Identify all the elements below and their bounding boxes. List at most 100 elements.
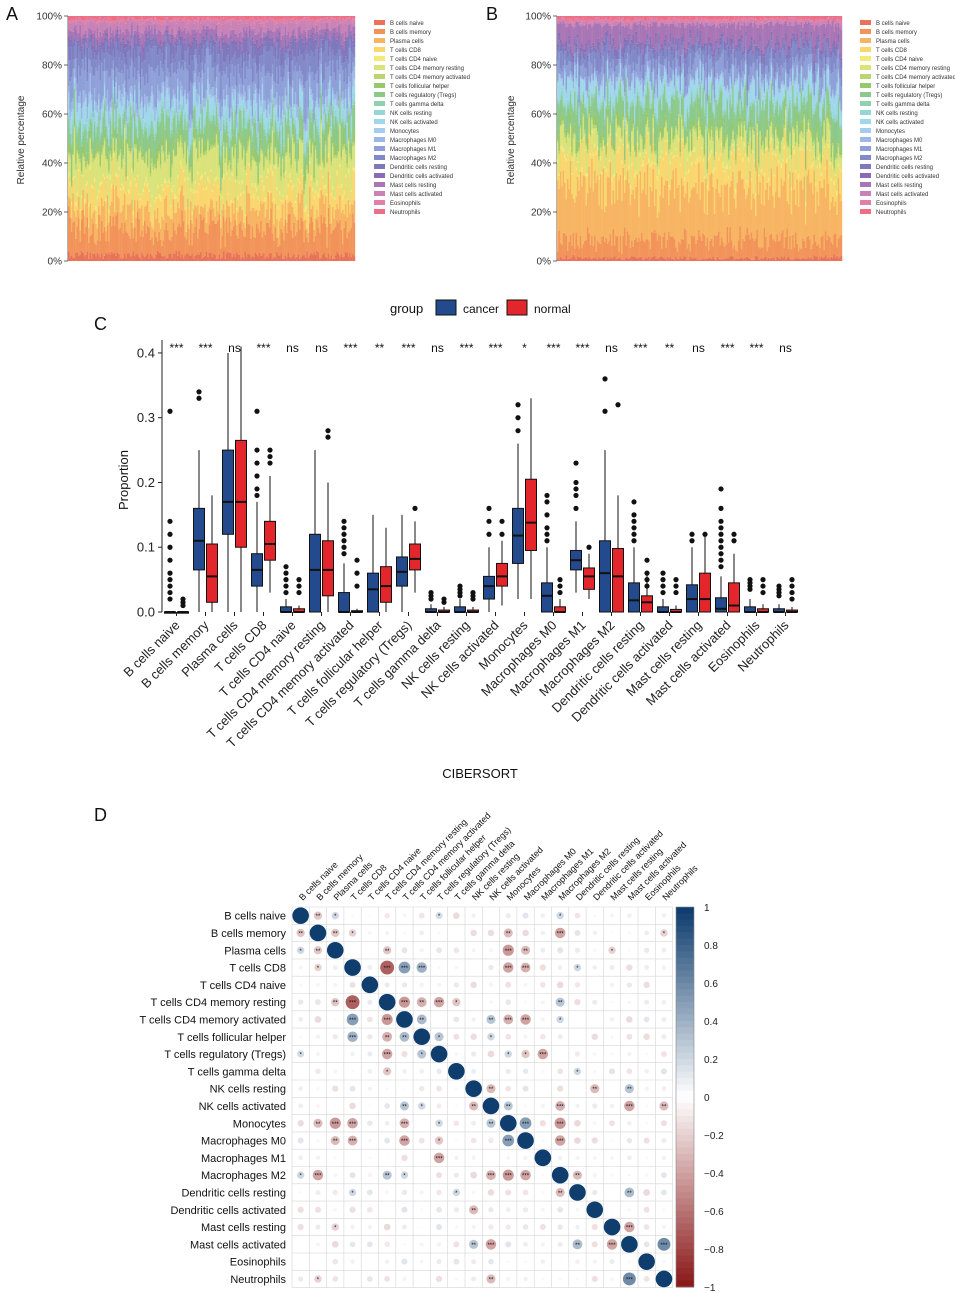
panel-a-segment [347, 34, 350, 36]
panel-a-segment [210, 34, 212, 44]
panel-a-segment [255, 43, 258, 66]
panel-a-segment [309, 161, 311, 164]
panel-a-segment [257, 121, 260, 133]
panel-a-segment [182, 158, 185, 171]
panel-a-segment [131, 151, 133, 169]
panel-b-segment [571, 245, 573, 257]
panel-a-segment [353, 104, 356, 130]
panel-a-segment [144, 108, 146, 122]
panel-a-segment [108, 39, 110, 46]
panel-a-segment [231, 146, 234, 148]
panel-a-segment [327, 112, 330, 124]
panel-a-segment [225, 17, 228, 22]
panel-a-segment [297, 119, 300, 124]
panel-a-segment [122, 117, 125, 143]
panel-b-segment [574, 132, 576, 135]
panel-a-segment [181, 138, 183, 144]
panel-a-segment [250, 128, 252, 131]
panel-a-segment [297, 254, 300, 261]
panel-a-segment [311, 26, 314, 34]
panel-a-segment [212, 114, 215, 117]
panel-a-segment [234, 51, 237, 66]
panel-a-segment [342, 121, 344, 131]
panel-b-segment [586, 192, 589, 228]
panel-a-segment [319, 152, 321, 164]
panel-a-segment [336, 220, 338, 253]
panel-a-segment [125, 258, 128, 261]
panel-a-segment [248, 33, 251, 38]
panel-a-segment [333, 93, 336, 100]
panel-a-segment [95, 128, 97, 133]
panel-a-segment [99, 130, 102, 137]
panel-a-segment [146, 187, 149, 201]
panel-a-segment [333, 157, 336, 197]
panel-a-segment [177, 16, 179, 19]
panel-a-segment [73, 37, 76, 40]
panel-a-segment [278, 126, 281, 131]
panel-a-segment [177, 133, 179, 139]
panel-a-segment [268, 160, 271, 164]
panel-a-segment [80, 198, 83, 211]
panel-a-segment [343, 108, 346, 111]
panel-a-segment [182, 42, 185, 44]
panel-a-segment [240, 143, 242, 146]
panel-a-segment [191, 122, 194, 125]
panel-a-segment [264, 22, 267, 34]
panel-a-segment [268, 195, 271, 220]
panel-a-segment [126, 204, 129, 233]
panel-a-segment [162, 219, 165, 241]
panel-a-segment [260, 55, 262, 72]
panel-a-segment [155, 16, 158, 19]
panel-a-segment [251, 160, 254, 184]
panel-a-segment [245, 153, 248, 174]
panel-a-segment [177, 174, 179, 179]
panel-a-segment [103, 179, 106, 201]
panel-a-segment [221, 257, 224, 261]
panel-a-segment [326, 40, 328, 68]
panel-a-segment [187, 23, 189, 31]
panel-a-segment [240, 31, 242, 42]
panel-a-segment [168, 38, 171, 40]
panel-a-segment [169, 111, 172, 117]
panel-a-segment [350, 30, 353, 36]
panel-a-segment [95, 113, 97, 129]
panel-a-segment [168, 94, 171, 99]
panel-a-segment [211, 98, 214, 115]
panel-a-segment [317, 46, 320, 50]
panel-a-segment [185, 239, 188, 254]
panel-a-segment [187, 38, 189, 48]
panel-a-segment [274, 97, 277, 106]
panel-a-segment [241, 50, 244, 53]
panel-a-segment [112, 22, 115, 31]
panel-a-segment [85, 227, 87, 255]
panel-a-segment [156, 207, 159, 241]
panel-a-segment [123, 34, 126, 44]
panel-a-segment [168, 141, 171, 152]
panel-a-segment [182, 109, 185, 113]
panel-a-segment [211, 114, 214, 121]
panel-a-segment [352, 26, 354, 41]
panel-a-segment [273, 131, 275, 133]
panel-a-segment [128, 101, 130, 107]
panel-a-segment [349, 82, 351, 98]
panel-a-segment [208, 151, 211, 181]
panel-a-segment [304, 211, 307, 220]
panel-a-segment [165, 111, 168, 115]
panel-a-segment [337, 49, 340, 71]
panel-a-segment [237, 122, 239, 129]
panel-a-segment [231, 135, 234, 147]
panel-a-segment [257, 185, 260, 197]
panel-a-segment [327, 207, 330, 254]
panel-a-segment [280, 49, 283, 53]
panel-b-segment [574, 62, 576, 66]
panel-a-segment [317, 252, 320, 261]
panel-b-segment [572, 28, 575, 56]
panel-a-segment [270, 165, 272, 171]
panel-a-segment [171, 39, 173, 55]
panel-a-segment [182, 128, 185, 130]
panel-a-segment [184, 178, 186, 182]
panel-a-segment [263, 252, 265, 261]
panel-a-segment [280, 154, 283, 167]
panel-a-segment [273, 81, 275, 99]
panel-a-segment [237, 24, 239, 38]
